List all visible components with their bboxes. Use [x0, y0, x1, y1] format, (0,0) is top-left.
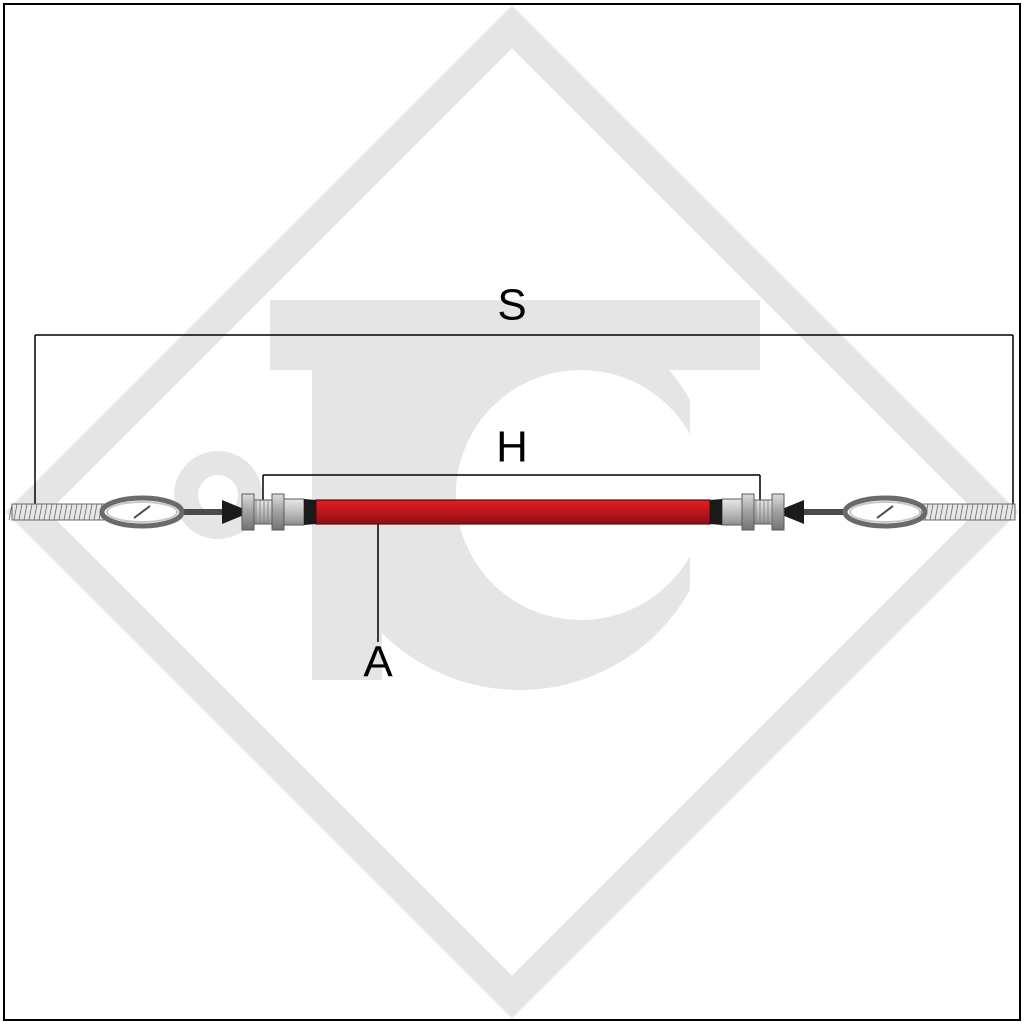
dimension-label-h: H — [496, 423, 528, 472]
diagram-canvas: S H A — [0, 0, 1024, 1024]
dimension-label-a: A — [363, 638, 393, 687]
cable-assembly — [9, 494, 1015, 530]
fitting-right — [710, 494, 804, 530]
cable-sheath — [316, 500, 710, 524]
dimension-label-s: S — [497, 281, 526, 330]
